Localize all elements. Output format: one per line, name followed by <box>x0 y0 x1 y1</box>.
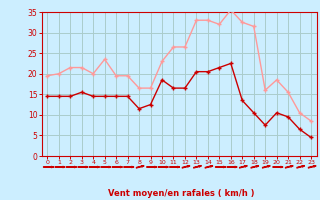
Text: Vent moyen/en rafales ( km/h ): Vent moyen/en rafales ( km/h ) <box>108 189 254 198</box>
